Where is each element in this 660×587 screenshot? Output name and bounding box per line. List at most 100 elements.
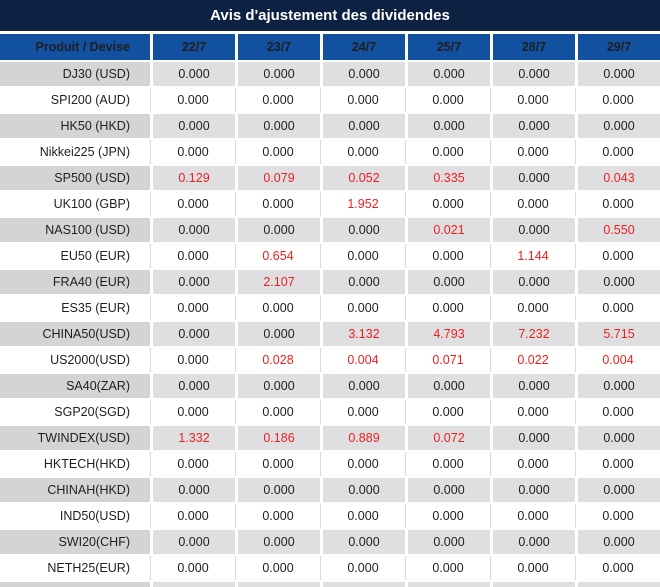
value-cell: 0.000: [575, 478, 660, 502]
value-cell: 0.654: [235, 244, 320, 268]
value-cell: 1.952: [320, 192, 405, 216]
value-cell: 0.000: [320, 374, 405, 398]
product-cell: Nikkei225 (JPN): [0, 140, 150, 164]
value-cell: 0.000: [150, 244, 235, 268]
value-cell: 0.000: [150, 556, 235, 580]
value-cell: 0.000: [150, 218, 235, 242]
value-cell: 0.335: [405, 166, 490, 190]
value-cell: 0.000: [575, 530, 660, 554]
value-cell: 0.000: [490, 140, 575, 164]
value-cell: 0.000: [490, 218, 575, 242]
value-cell: 0.000: [235, 62, 320, 86]
product-cell: HK50 (HKD): [0, 114, 150, 138]
value-cell: 0.129: [150, 166, 235, 190]
value-cell: 0.000: [575, 62, 660, 86]
table-row: CHINAH(HKD) 0.000 0.000 0.000 0.000 0.000 0.00…: [0, 478, 660, 502]
value-cell: 0.000: [150, 452, 235, 476]
value-cell: 0.000: [235, 374, 320, 398]
table-body: DJ30 (USD) 0.000 0.000 0.000 0.000 0.000 0.000…: [0, 62, 660, 580]
value-cell: 1.144: [490, 244, 575, 268]
table-row: NETH25(EUR) 0.000 0.000 0.000 0.000 0.000 0.00…: [0, 556, 660, 580]
value-cell: 0.000: [490, 400, 575, 424]
value-cell: 0.550: [575, 218, 660, 242]
value-cell: 0.000: [575, 374, 660, 398]
table-header: Produit / Devise 22/7 23/7 24/7 25/7 28/7 29/7: [0, 34, 660, 60]
value-cell: 0.000: [405, 140, 490, 164]
value-cell: 0.000: [405, 244, 490, 268]
value-cell: 0.000: [320, 530, 405, 554]
value-cell: 0.000: [235, 478, 320, 502]
value-cell: 0.000: [490, 556, 575, 580]
product-cell: UK100 (GBP): [0, 192, 150, 216]
value-cell: 0.000: [320, 296, 405, 320]
product-cell: SPI200 (AUD): [0, 88, 150, 112]
value-cell: 0.000: [405, 556, 490, 580]
table-row: DJ30 (USD) 0.000 0.000 0.000 0.000 0.000 0.000: [0, 62, 660, 86]
value-cell: 0.000: [490, 88, 575, 112]
value-cell: 0.000: [490, 166, 575, 190]
value-cell: 0.000: [575, 504, 660, 528]
value-cell: 0.043: [575, 166, 660, 190]
value-cell: 0.000: [320, 140, 405, 164]
value-cell: 0.000: [490, 374, 575, 398]
bottom-edge-value-cell: [235, 582, 320, 587]
header-date-23-7: 23/7: [235, 34, 320, 60]
value-cell: 0.000: [575, 270, 660, 294]
header-date-28-7: 28/7: [490, 34, 575, 60]
bottom-edge-value-cell: [490, 582, 575, 587]
value-cell: 0.000: [235, 218, 320, 242]
header-date-22-7: 22/7: [150, 34, 235, 60]
product-cell: NETH25(EUR): [0, 556, 150, 580]
value-cell: 0.000: [235, 322, 320, 346]
table-row: CHINA50(USD) 0.000 0.000 3.132 4.793 7.232 5.7…: [0, 322, 660, 346]
table-row: SWI20(CHF) 0.000 0.000 0.000 0.000 0.000 0.000: [0, 530, 660, 554]
value-cell: 0.000: [235, 504, 320, 528]
table-row: TWINDEX(USD) 1.332 0.186 0.889 0.072 0.000 0.0…: [0, 426, 660, 450]
value-cell: 0.889: [320, 426, 405, 450]
value-cell: 0.000: [150, 296, 235, 320]
table-row: SPI200 (AUD) 0.000 0.000 0.000 0.000 0.000 0.0…: [0, 88, 660, 112]
table-row: FRA40 (EUR) 0.000 2.107 0.000 0.000 0.000 0.00…: [0, 270, 660, 294]
product-cell: SA40(ZAR): [0, 374, 150, 398]
value-cell: 0.000: [235, 192, 320, 216]
product-cell: EU50 (EUR): [0, 244, 150, 268]
value-cell: 0.186: [235, 426, 320, 450]
value-cell: 0.000: [235, 556, 320, 580]
value-cell: 1.332: [150, 426, 235, 450]
value-cell: 0.000: [235, 114, 320, 138]
table-row: Nikkei225 (JPN) 0.000 0.000 0.000 0.000 0.000…: [0, 140, 660, 164]
value-cell: 0.052: [320, 166, 405, 190]
value-cell: 0.000: [235, 88, 320, 112]
value-cell: 0.000: [320, 88, 405, 112]
value-cell: 0.000: [405, 530, 490, 554]
value-cell: 0.000: [320, 114, 405, 138]
value-cell: 0.072: [405, 426, 490, 450]
page-title: Avis d'ajustement des dividendes: [0, 0, 660, 31]
value-cell: 0.000: [405, 88, 490, 112]
value-cell: 0.079: [235, 166, 320, 190]
value-cell: 0.000: [150, 270, 235, 294]
value-cell: 0.000: [150, 192, 235, 216]
product-cell: IND50(USD): [0, 504, 150, 528]
value-cell: 0.000: [320, 270, 405, 294]
product-cell: TWINDEX(USD): [0, 426, 150, 450]
value-cell: 0.000: [320, 218, 405, 242]
value-cell: 0.000: [150, 114, 235, 138]
value-cell: 0.000: [490, 114, 575, 138]
value-cell: 0.000: [490, 270, 575, 294]
value-cell: 0.000: [320, 452, 405, 476]
value-cell: 0.000: [575, 296, 660, 320]
value-cell: 0.000: [320, 244, 405, 268]
value-cell: 0.000: [405, 452, 490, 476]
header-product-devise: Produit / Devise: [0, 34, 150, 60]
value-cell: 0.000: [235, 400, 320, 424]
value-cell: 0.021: [405, 218, 490, 242]
value-cell: 5.715: [575, 322, 660, 346]
value-cell: 0.000: [575, 400, 660, 424]
table-row: UK100 (GBP) 0.000 0.000 1.952 0.000 0.000 0.00…: [0, 192, 660, 216]
value-cell: 0.000: [490, 452, 575, 476]
value-cell: 0.022: [490, 348, 575, 372]
value-cell: 0.000: [490, 426, 575, 450]
value-cell: 0.000: [405, 270, 490, 294]
value-cell: 0.000: [320, 478, 405, 502]
